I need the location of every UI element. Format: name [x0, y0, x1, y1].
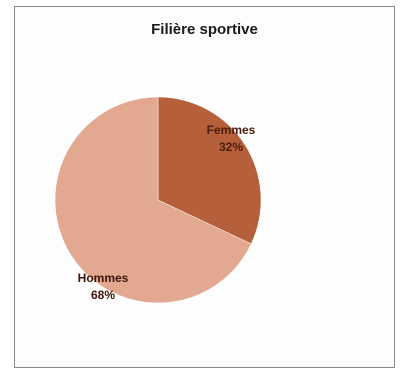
chart-frame: Filière sportive Femmes 32% Hommes 68% [14, 6, 395, 368]
chart-title: Filière sportive [151, 21, 258, 38]
slice-value-hommes: 68% [91, 288, 115, 302]
slice-label-femmes: Femmes [207, 123, 256, 137]
slice-value-femmes: 32% [219, 140, 243, 154]
pie-slice-hommes [54, 96, 252, 304]
slice-label-hommes: Hommes [78, 271, 129, 285]
pie-chart: Femmes 32% Hommes 68% [54, 96, 262, 304]
pie-slice-femmes [157, 96, 262, 245]
